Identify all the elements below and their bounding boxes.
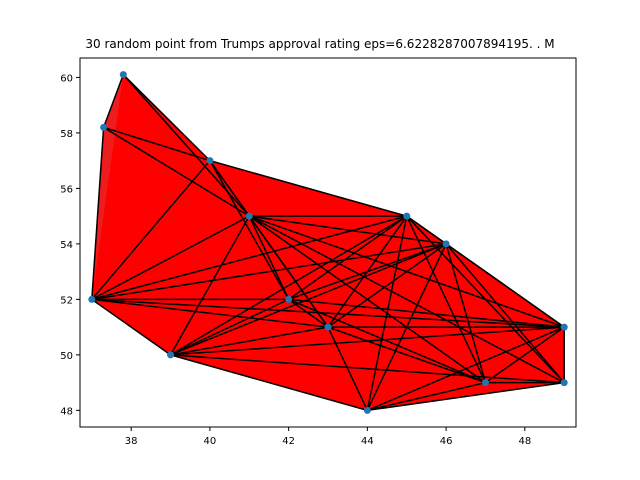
mesh-edge (406, 215, 487, 383)
axes-frame (79, 57, 577, 428)
mesh-edge (485, 326, 565, 384)
mesh-edge (445, 243, 565, 384)
mesh-edge (249, 215, 447, 245)
mesh-edge (327, 215, 408, 328)
x-tick-label: 48 (518, 436, 531, 447)
mesh-edge (91, 127, 105, 300)
y-tick-label: 54 (60, 240, 73, 251)
mesh-edge (406, 215, 565, 384)
data-point (88, 295, 96, 303)
mesh-edge (366, 215, 408, 411)
data-point (100, 123, 108, 131)
mesh-edge (367, 326, 565, 412)
y-tick-label: 52 (60, 295, 73, 306)
mesh-edge (122, 74, 211, 162)
data-point (324, 323, 332, 331)
y-tick-label: 60 (60, 73, 73, 84)
x-tick-label: 42 (282, 436, 295, 447)
mesh-edge (91, 298, 329, 328)
mesh-edge (445, 243, 565, 328)
mesh-edge (248, 215, 329, 328)
mesh-edge (91, 215, 250, 301)
mesh-edge (288, 298, 329, 328)
mesh-edge (103, 126, 211, 162)
data-point (206, 157, 214, 165)
x-tick-label: 38 (125, 436, 138, 447)
mesh-edge (102, 74, 125, 128)
mesh-edge (445, 243, 487, 383)
x-tick-label: 44 (361, 436, 374, 447)
mesh-edge (367, 381, 565, 412)
mesh-edge (170, 354, 368, 412)
y-tick-label: 58 (60, 129, 73, 140)
data-point (442, 240, 450, 248)
mesh-edge (327, 326, 369, 411)
data-point (285, 295, 293, 303)
data-point (560, 379, 568, 387)
mesh-edge (248, 215, 290, 300)
y-tick-label: 50 (60, 351, 73, 362)
mesh-edge (288, 298, 565, 328)
mesh-edge (169, 215, 250, 356)
data-point (245, 212, 253, 220)
mesh-edge (170, 298, 289, 356)
y-axis: 48 50 52 54 56 58 60 (60, 73, 80, 417)
chart-title: 30 random point from Trumps approval rat… (85, 37, 554, 51)
x-tick-label: 46 (440, 436, 453, 447)
data-point (363, 406, 371, 414)
data-points (88, 71, 568, 414)
mesh-edges (91, 74, 565, 412)
mesh-edge (91, 243, 447, 301)
mesh-edge (91, 215, 407, 301)
mesh-edge (288, 215, 408, 300)
mesh-edge (91, 298, 171, 356)
mesh-edge (367, 381, 486, 412)
mesh-edge (103, 126, 250, 217)
data-point (560, 323, 568, 331)
y-tick-label: 56 (60, 184, 73, 195)
mesh-edge (170, 354, 565, 384)
mesh-edge (170, 215, 408, 356)
data-point (119, 71, 127, 79)
x-axis: 38 40 42 44 46 48 (125, 427, 531, 447)
x-tick-label: 40 (204, 436, 217, 447)
mesh-edge (327, 326, 486, 384)
mesh-edge (170, 326, 329, 356)
mesh-edge (209, 160, 290, 300)
mesh-edge (91, 160, 211, 300)
data-point (167, 351, 175, 359)
y-tick-label: 48 (60, 406, 73, 417)
mesh-edge (288, 298, 486, 384)
data-point (481, 379, 489, 387)
data-point (403, 212, 411, 220)
mesh-edge (248, 215, 565, 384)
mesh-edge (91, 298, 565, 328)
mesh-edge (209, 159, 407, 217)
